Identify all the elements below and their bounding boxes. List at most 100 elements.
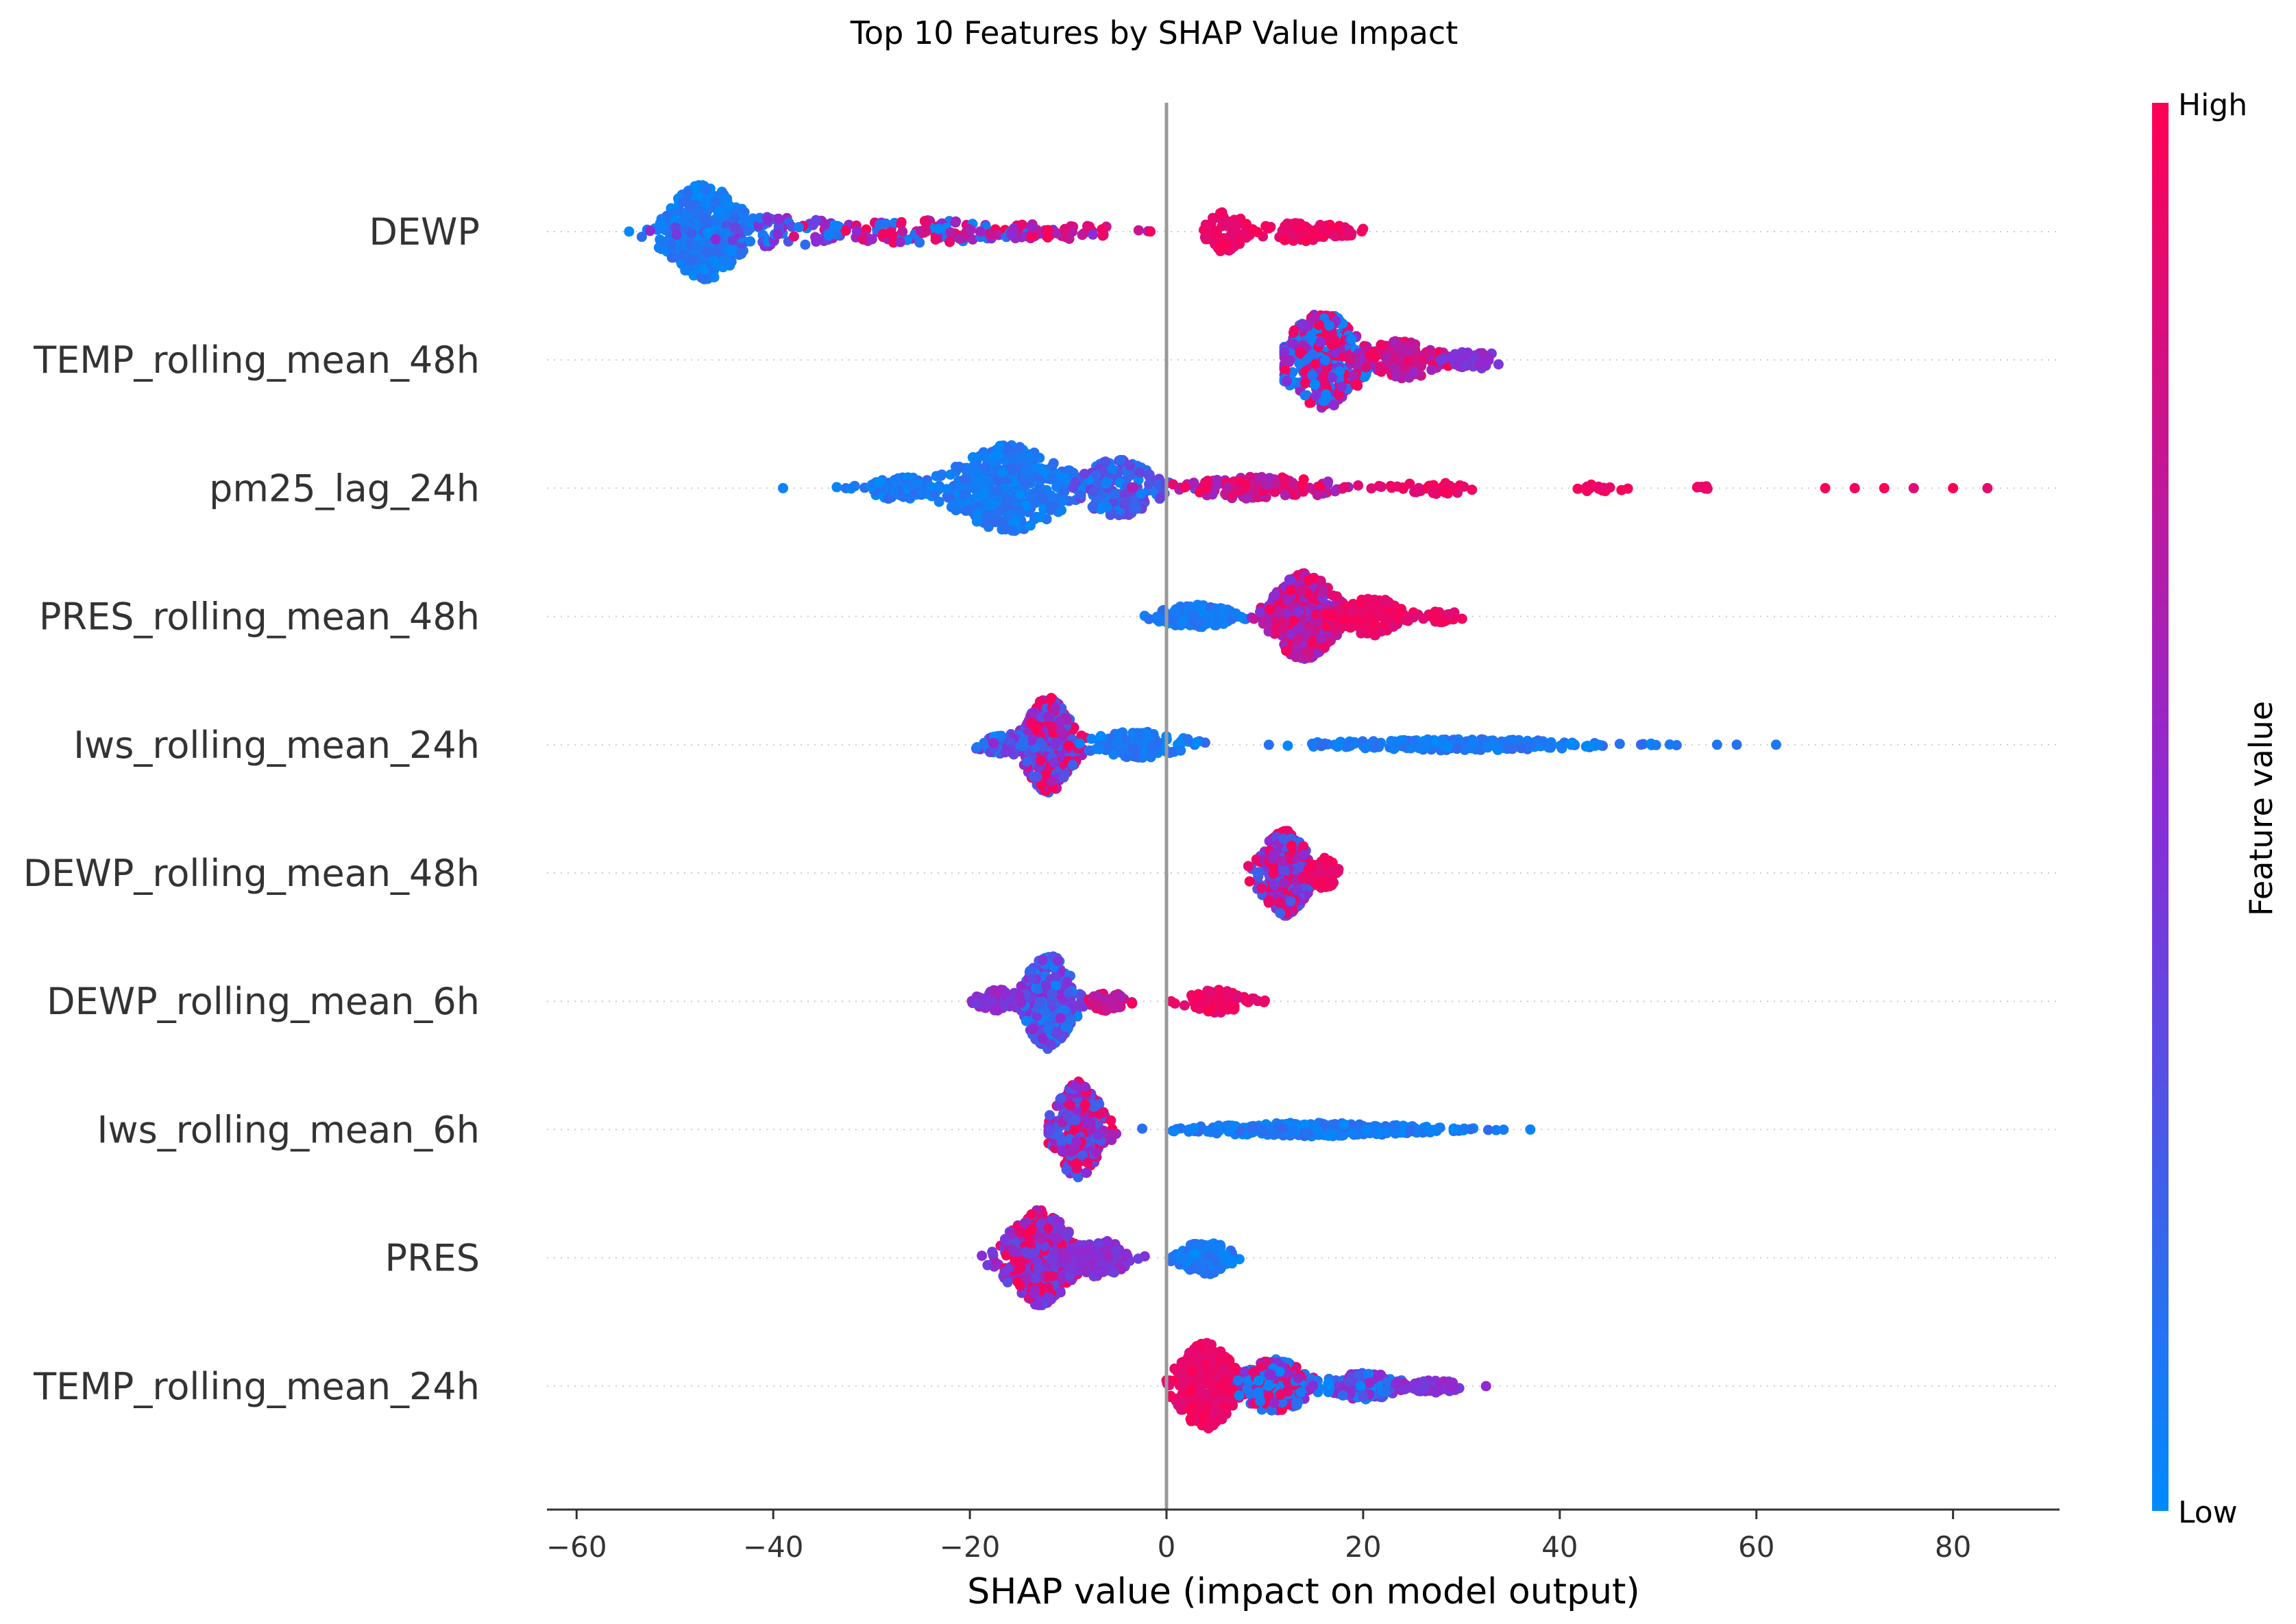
shap-dot [1616,484,1627,495]
feature-label: TEMP_rolling_mean_24h [33,1365,480,1408]
shap-dot [1014,490,1025,501]
shap-dot [710,196,721,206]
shap-dot [1280,474,1291,484]
feature-label: DEWP_rolling_mean_48h [23,852,480,895]
shap-dot [920,217,931,228]
shap-dot [1109,1002,1120,1013]
shap-dot [1167,746,1177,757]
shap-dot [820,219,831,230]
feature-label: DEWP_rolling_mean_6h [47,980,480,1023]
shap-dot [1194,1003,1205,1014]
shap-dot [1389,362,1400,373]
shap-dot [1879,482,1890,493]
shap-dot [1232,214,1243,225]
shap-dot [1101,478,1112,489]
shap-dot [1543,739,1554,750]
shap-dot [1320,355,1331,366]
shap-dot [1820,482,1831,493]
shap-dot [1232,992,1243,1002]
shap-dot [1408,735,1419,746]
shap-dot [1047,722,1057,733]
shap-dot [1316,741,1327,752]
shap-dot [1058,772,1069,783]
shap-dot [1387,482,1397,493]
shap-dot [1598,482,1609,493]
shap-dot [1217,217,1228,227]
shap-dot [667,252,677,263]
shap-dot [702,227,713,238]
shap-dot [1077,230,1088,241]
shap-dot [1265,604,1275,615]
shap-dot [680,265,691,276]
shap-dot [823,230,834,241]
shap-dot [1301,236,1311,247]
shap-dot [710,234,721,245]
shap-dot [1410,353,1421,364]
shap-dot [719,193,730,204]
shap-dot [1067,759,1078,770]
shap-dot [696,272,707,283]
shap-dot [1391,738,1402,749]
shap-dot [1101,502,1112,513]
shap-dot [973,477,984,488]
shap-dot [1036,754,1047,765]
shap-dot [951,505,962,516]
shap-dot [1582,486,1593,497]
feature-label: Iws_rolling_mean_24h [73,724,480,767]
shap-dot [731,206,742,217]
shap-dot [1370,741,1381,752]
shap-dot [1297,872,1308,883]
shap-dot [1324,219,1335,230]
shap-dot [1256,883,1267,894]
shap-dot [994,441,1005,452]
shap-dots [624,180,1993,1434]
shap-dot [1075,490,1086,501]
shap-dot [1229,1000,1240,1011]
shap-dot [1002,494,1013,505]
shap-dot [1312,879,1323,890]
shap-dot [1115,454,1126,465]
shap-dot [811,214,822,225]
shap-dot [1086,733,1097,744]
shap-dot [1042,225,1053,236]
shap-dot [1948,482,1959,493]
shap-dot [951,461,961,472]
shap-dot [1565,739,1576,750]
shap-dot [753,220,764,231]
shap-dot [1214,208,1225,219]
shap-dot [1908,482,1919,493]
shap-dot [1297,319,1308,330]
shap-dot [1293,634,1304,645]
shap-dot [1299,849,1310,860]
shap-dot [1502,741,1513,752]
shap-dot [878,228,889,239]
shap-dot [1027,973,1038,984]
shap-dot [861,224,872,235]
shap-dot [945,227,956,238]
shap-dot [1393,341,1404,352]
shap-dot [1217,1002,1228,1013]
shap-dot [679,197,689,208]
shap-dot [996,730,1007,741]
shap-dot [896,219,906,230]
shap-dot [1133,225,1144,236]
shap-dot [1012,453,1023,464]
shap-dot [1106,993,1117,1004]
shap-dot [1025,520,1036,531]
shap-dot [1155,492,1166,503]
shap-dot [1144,479,1154,490]
shap-dot [849,480,860,491]
shap-dot [967,234,978,245]
shap-dot [1146,741,1157,752]
shap-dot [729,222,740,233]
shap-dot [1336,381,1347,392]
shap-dot [1025,717,1036,728]
shap-dot [875,219,886,230]
shap-dot [1404,478,1415,489]
shap-dot [1307,370,1318,380]
shap-dot [1244,876,1255,887]
shap-dot [1263,223,1274,234]
shap-dot [726,245,737,256]
shap-dot [740,214,751,225]
shap-dot [1220,994,1231,1005]
